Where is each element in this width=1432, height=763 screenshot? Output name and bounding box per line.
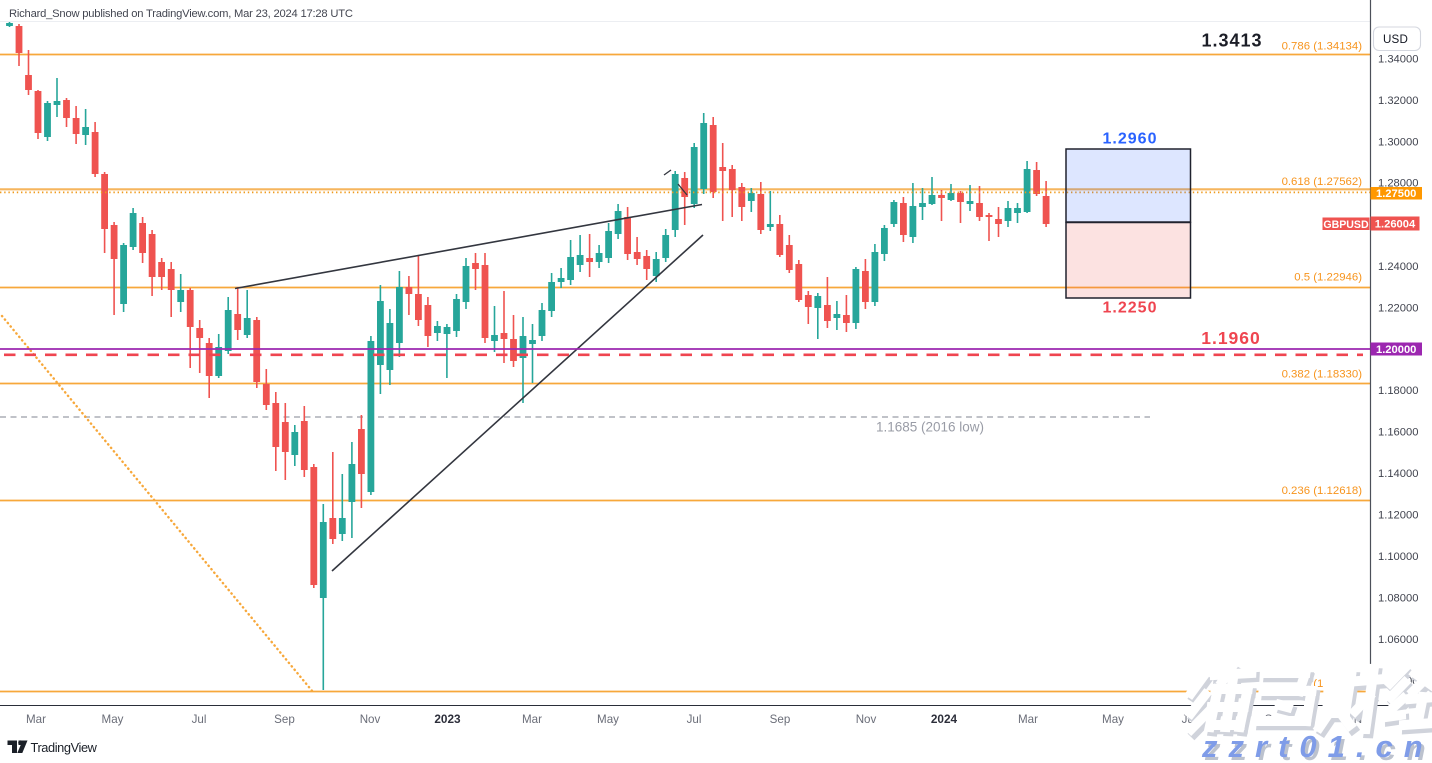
svg-text:Jul: Jul [687,713,702,726]
svg-text:1.3413: 1.3413 [1201,31,1262,51]
svg-text:1.2250: 1.2250 [1103,300,1158,317]
svg-text:zzrt01.cn: zzrt01.cn [1204,732,1432,763]
svg-text:zzrt01.cn: zzrt01.cn [1201,729,1432,763]
svg-text:1.16000: 1.16000 [1378,427,1418,439]
svg-text:TradingView: TradingView [31,740,98,755]
svg-text:Mar: Mar [1018,713,1038,726]
svg-text:1.27500: 1.27500 [1376,188,1416,200]
svg-text:0.236 (1.12618): 0.236 (1.12618) [1282,485,1363,497]
svg-text:0.5 (1.22946): 0.5 (1.22946) [1294,272,1362,284]
svg-text:1.2960: 1.2960 [1103,131,1158,148]
svg-text:1.14000: 1.14000 [1378,468,1418,480]
svg-text:0.382 (1.18330): 0.382 (1.18330) [1282,368,1363,380]
svg-text:Sep: Sep [274,713,295,726]
svg-text:1.30000: 1.30000 [1378,137,1418,149]
svg-text:Nov: Nov [360,713,381,726]
svg-text:May: May [102,713,124,726]
svg-text:0.618 (1.27562): 0.618 (1.27562) [1282,176,1363,188]
svg-text:Nov: Nov [856,713,877,726]
svg-text:1.06000: 1.06000 [1378,634,1418,646]
svg-text:2024: 2024 [931,712,958,726]
svg-text:1.12000: 1.12000 [1378,510,1418,522]
svg-text:1.26004: 1.26004 [1375,219,1416,231]
svg-text:1.32000: 1.32000 [1378,95,1418,107]
svg-text:USD: USD [1383,33,1408,46]
svg-text:1.22000: 1.22000 [1378,302,1418,314]
svg-text:1.34000: 1.34000 [1378,54,1418,66]
svg-text:0.786 (1.34134): 0.786 (1.34134) [1282,41,1363,53]
svg-text:Sep: Sep [770,713,791,726]
svg-text:Richard_Snow published on Trad: Richard_Snow published on TradingView.co… [9,8,353,20]
svg-text:Mar: Mar [26,713,46,726]
svg-text:Mar: Mar [522,713,542,726]
svg-text:1.18000: 1.18000 [1378,385,1418,397]
svg-text:May: May [1102,713,1124,726]
svg-text:1.10000: 1.10000 [1378,551,1418,563]
svg-text:1.28000: 1.28000 [1378,178,1418,190]
svg-text:1.1960: 1.1960 [1201,328,1261,348]
svg-text:GBPUSD: GBPUSD [1323,219,1369,231]
svg-text:2023: 2023 [434,712,461,726]
svg-text:1.24000: 1.24000 [1378,261,1418,273]
svg-text:1.20000: 1.20000 [1376,344,1416,356]
svg-text:1.1685 (2016 low): 1.1685 (2016 low) [876,420,984,435]
svg-text:May: May [597,713,619,726]
svg-text:Jul: Jul [192,713,207,726]
svg-text:1.08000: 1.08000 [1378,592,1418,604]
